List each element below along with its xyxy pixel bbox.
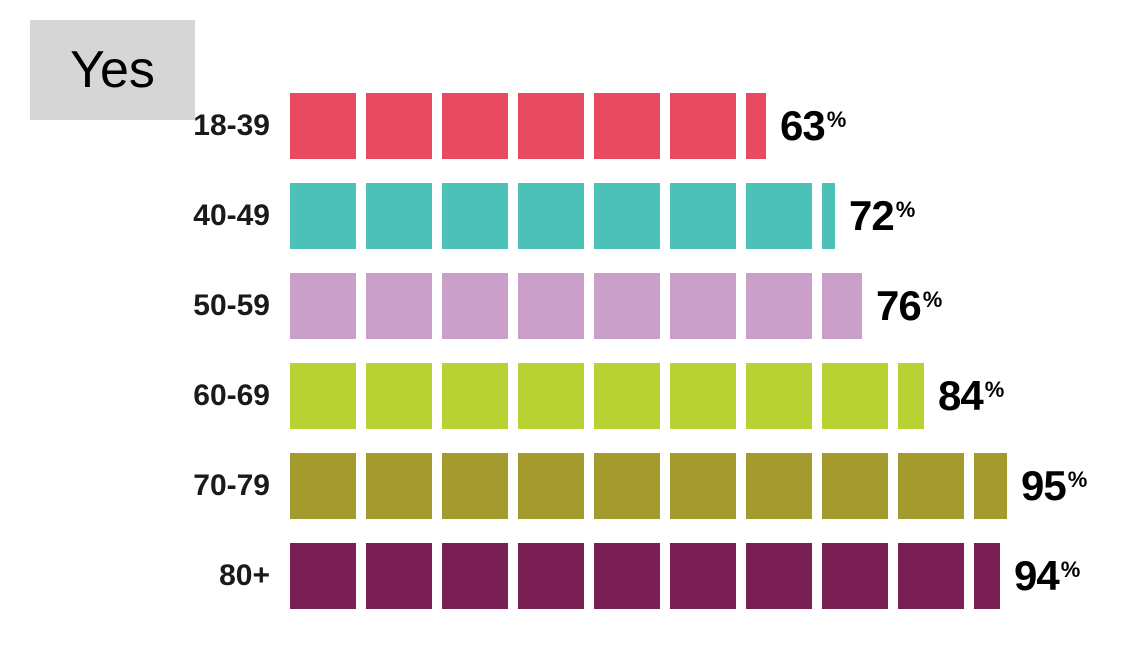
row-label: 50-59 (180, 289, 290, 323)
square-icon (974, 453, 1007, 519)
square-icon (670, 543, 736, 609)
square-icon (442, 453, 508, 519)
square-icon (518, 453, 584, 519)
row-value-wrap: 94% (1000, 555, 1080, 597)
square-icon (594, 363, 660, 429)
square-icon (594, 273, 660, 339)
square-icon (822, 363, 888, 429)
chart-row: 40-49 72% (180, 183, 1087, 249)
square-icon (366, 93, 432, 159)
chart-row: 60-69 84% (180, 363, 1087, 429)
percent-symbol: % (896, 199, 916, 221)
square-icon (670, 93, 736, 159)
percent-symbol: % (1061, 559, 1081, 581)
square-icon (366, 543, 432, 609)
square-icon (822, 543, 888, 609)
square-icon (518, 363, 584, 429)
row-squares (290, 543, 1000, 609)
square-icon (366, 273, 432, 339)
chart-row: 70-79 95% (180, 453, 1087, 519)
row-label: 60-69 (180, 379, 290, 413)
row-label: 80+ (180, 559, 290, 593)
percent-symbol: % (1068, 469, 1088, 491)
percent-symbol: % (923, 289, 943, 311)
row-value: 94 (1014, 555, 1059, 597)
row-value-wrap: 63% (766, 105, 846, 147)
square-icon (594, 183, 660, 249)
square-icon (442, 543, 508, 609)
row-value: 76 (876, 285, 921, 327)
row-squares (290, 273, 862, 339)
square-icon (366, 183, 432, 249)
square-icon (290, 183, 356, 249)
square-icon (442, 273, 508, 339)
square-icon (290, 363, 356, 429)
square-icon (746, 183, 812, 249)
percent-symbol: % (985, 379, 1005, 401)
row-label: 40-49 (180, 199, 290, 233)
square-icon (822, 273, 862, 339)
row-value-wrap: 84% (924, 375, 1004, 417)
square-icon (898, 363, 924, 429)
percent-symbol: % (827, 109, 847, 131)
square-icon (442, 93, 508, 159)
row-value: 63 (780, 105, 825, 147)
pictogram-chart: 18-39 63% 40-49 72% 50-59 76% 60-69 84% 70-79 95%… (180, 93, 1087, 609)
row-value: 72 (849, 195, 894, 237)
square-icon (670, 183, 736, 249)
row-label: 70-79 (180, 469, 290, 503)
row-squares (290, 453, 1007, 519)
square-icon (518, 183, 584, 249)
square-icon (594, 93, 660, 159)
row-value-wrap: 95% (1007, 465, 1087, 507)
row-label: 18-39 (180, 109, 290, 143)
row-value-wrap: 76% (862, 285, 942, 327)
yes-badge-text: Yes (70, 40, 155, 100)
square-icon (366, 453, 432, 519)
square-icon (898, 453, 964, 519)
square-icon (290, 543, 356, 609)
square-icon (898, 543, 964, 609)
row-squares (290, 93, 766, 159)
square-icon (366, 363, 432, 429)
square-icon (670, 273, 736, 339)
square-icon (974, 543, 1000, 609)
chart-row: 18-39 63% (180, 93, 1087, 159)
chart-row: 50-59 76% (180, 273, 1087, 339)
yes-badge: Yes (30, 20, 195, 120)
square-icon (442, 363, 508, 429)
row-value: 95 (1021, 465, 1066, 507)
chart-row: 80+ 94% (180, 543, 1087, 609)
row-squares (290, 363, 924, 429)
square-icon (594, 543, 660, 609)
square-icon (594, 453, 660, 519)
square-icon (442, 183, 508, 249)
row-value: 84 (938, 375, 983, 417)
square-icon (670, 363, 736, 429)
square-icon (670, 453, 736, 519)
square-icon (290, 453, 356, 519)
row-squares (290, 183, 835, 249)
square-icon (518, 543, 584, 609)
square-icon (518, 273, 584, 339)
square-icon (290, 93, 356, 159)
square-icon (822, 453, 888, 519)
square-icon (746, 93, 766, 159)
square-icon (518, 93, 584, 159)
square-icon (290, 273, 356, 339)
square-icon (746, 543, 812, 609)
square-icon (746, 273, 812, 339)
square-icon (822, 183, 835, 249)
row-value-wrap: 72% (835, 195, 915, 237)
square-icon (746, 453, 812, 519)
square-icon (746, 363, 812, 429)
